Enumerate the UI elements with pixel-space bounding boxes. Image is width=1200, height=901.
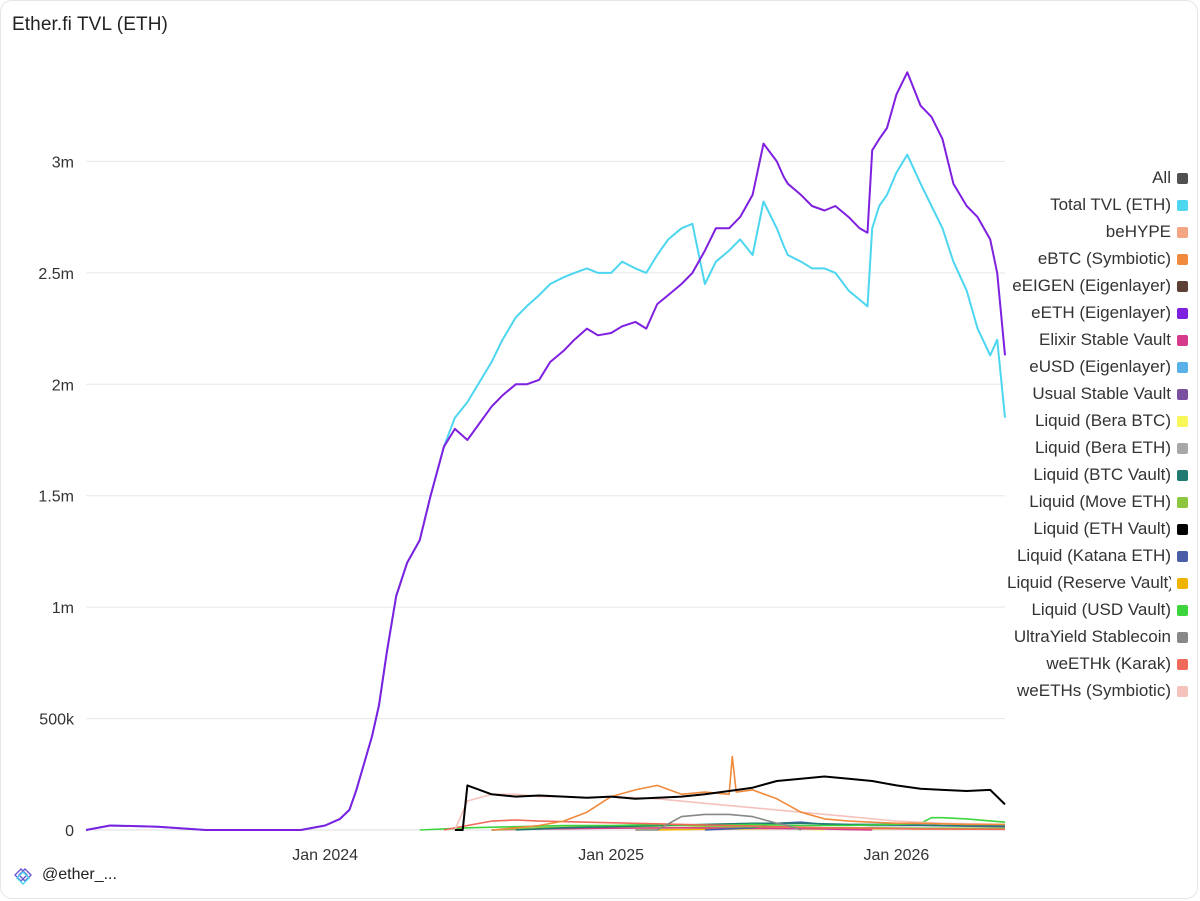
legend-swatch	[1177, 685, 1188, 697]
legend-swatch	[1177, 172, 1188, 184]
legend-label: Liquid (ETH Vault)	[1033, 519, 1171, 538]
legend-swatch	[1177, 226, 1188, 238]
legend-item-eeth-eigenlayer[interactable]: eETH (Eigenlayer)	[1005, 301, 1188, 325]
legend-item-total-tvl-eth[interactable]: Total TVL (ETH)	[1005, 193, 1188, 217]
series-line-eeth-eigenlayer	[85, 71, 1006, 831]
y-tick-label: 2.5m	[38, 266, 74, 283]
y-tick-label: 500k	[39, 712, 75, 729]
legend-label: Liquid (Reserve Vault)	[1007, 573, 1171, 592]
legend-swatch	[1177, 361, 1188, 373]
gridlines	[86, 160, 1005, 831]
legend-item-eusd-eigenlayer[interactable]: eUSD (Eigenlayer)	[1005, 355, 1188, 379]
legend-swatch	[1177, 658, 1188, 670]
legend-label: Liquid (Bera ETH)	[1034, 438, 1171, 457]
series-lines	[85, 71, 1006, 831]
legend-swatch	[1177, 523, 1188, 535]
legend-label: eEIGEN (Eigenlayer)	[1012, 276, 1171, 295]
legend-label: eBTC (Symbiotic)	[1037, 249, 1171, 268]
legend-item-elixir-stable-vault[interactable]: Elixir Stable Vault	[1005, 328, 1188, 352]
series-line-total-tvl-eth	[85, 153, 1006, 831]
legend-swatch	[1177, 469, 1188, 481]
legend-label: All	[1152, 168, 1171, 187]
legend-label: weETHs (Symbiotic)	[1017, 681, 1171, 700]
legend-item-behype[interactable]: beHYPE	[1005, 220, 1188, 244]
legend-label: Usual Stable Vault	[1032, 384, 1171, 403]
series-line-liquid-btc-vault	[515, 822, 1005, 831]
legend-item-ebtc-symbiotic[interactable]: eBTC (Symbiotic)	[1005, 247, 1188, 271]
series-line-ultrayield-stablecoin	[635, 813, 802, 831]
dune-logo-icon	[14, 868, 32, 885]
y-tick-label: 1m	[52, 600, 74, 617]
legend-item-weeths-symbiotic[interactable]: weETHs (Symbiotic)	[1005, 679, 1188, 703]
legend-label: Liquid (USD Vault)	[1031, 600, 1171, 619]
legend-swatch	[1177, 280, 1188, 292]
legend-label: eUSD (Eigenlayer)	[1029, 357, 1171, 376]
legend-swatch	[1177, 442, 1188, 454]
legend-item-liquid-btc-vault[interactable]: Liquid (BTC Vault)	[1005, 463, 1188, 487]
legend-swatch	[1177, 604, 1188, 616]
legend-swatch	[1177, 307, 1188, 319]
legend-item-all[interactable]: All	[1005, 166, 1188, 190]
legend-swatch	[1177, 496, 1188, 508]
legend-label: Elixir Stable Vault	[1039, 330, 1171, 349]
x-tick-label: Jan 2026	[863, 847, 929, 864]
legend-label: eETH (Eigenlayer)	[1031, 303, 1171, 322]
x-tick-label: Jan 2024	[292, 847, 358, 864]
legend-swatch	[1177, 334, 1188, 346]
legend-item-liquid-reserve-vault[interactable]: Liquid (Reserve Vault)	[1005, 571, 1188, 595]
legend-label: Liquid (Bera BTC)	[1034, 411, 1171, 430]
legend-label: Liquid (BTC Vault)	[1033, 465, 1171, 484]
legend-label: Liquid (Move ETH)	[1029, 492, 1171, 511]
legend-item-liquid-move-eth[interactable]: Liquid (Move ETH)	[1005, 490, 1188, 514]
legend-label: UltraYield Stablecoin	[1013, 627, 1171, 646]
legend-swatch	[1177, 253, 1188, 265]
x-tick-label: Jan 2025	[578, 847, 644, 864]
series-line-ebtc-symbiotic	[491, 755, 1005, 831]
legend-item-ultrayield-stablecoin[interactable]: UltraYield Stablecoin	[1005, 625, 1188, 649]
series-line-weethk-karak	[443, 819, 1006, 831]
legend-item-weethk-karak[interactable]: weETHk (Karak)	[1005, 652, 1188, 676]
legend-swatch	[1177, 631, 1188, 643]
chart-title: Ether.fi TVL (ETH)	[12, 14, 168, 35]
y-tick-label: 2m	[52, 377, 74, 394]
y-tick-label: 0	[65, 823, 74, 840]
legend-item-liquid-usd-vault[interactable]: Liquid (USD Vault)	[1005, 598, 1188, 622]
legend-item-liquid-katana-eth[interactable]: Liquid (Katana ETH)	[1005, 544, 1188, 568]
legend-item-liquid-bera-btc[interactable]: Liquid (Bera BTC)	[1005, 409, 1188, 433]
series-line-liquid-eth-vault	[454, 775, 1006, 831]
legend-label: beHYPE	[1105, 222, 1171, 241]
y-tick-label: 3m	[52, 154, 74, 171]
creator-handle: @ether_...	[42, 866, 117, 883]
legend-swatch	[1177, 577, 1188, 589]
legend: All Total TVL (ETH) beHYPE eBTC (Symbiotic)…	[1005, 166, 1200, 726]
legend-swatch	[1177, 550, 1188, 562]
y-tick-label: 1.5m	[38, 489, 74, 506]
legend-item-liquid-eth-vault[interactable]: Liquid (ETH Vault)	[1005, 517, 1188, 541]
footer: @ether_...	[12, 864, 117, 886]
legend-item-eeigen-eigenlayer[interactable]: eEIGEN (Eigenlayer)	[1005, 274, 1188, 298]
legend-swatch	[1177, 199, 1188, 211]
legend-item-usual-stable-vault[interactable]: Usual Stable Vault	[1005, 382, 1188, 406]
legend-item-liquid-bera-eth[interactable]: Liquid (Bera ETH)	[1005, 436, 1188, 460]
legend-label: Total TVL (ETH)	[1050, 195, 1171, 214]
legend-swatch	[1177, 415, 1188, 427]
y-axis: 0 500k 1m 1.5m 2m 2.5m 3m	[38, 154, 75, 840]
legend-swatch	[1177, 388, 1188, 400]
legend-label: Liquid (Katana ETH)	[1016, 546, 1171, 565]
x-axis: Jan 2024 Jan 2025 Jan 2026	[292, 847, 929, 864]
legend-label: weETHk (Karak)	[1046, 654, 1171, 673]
